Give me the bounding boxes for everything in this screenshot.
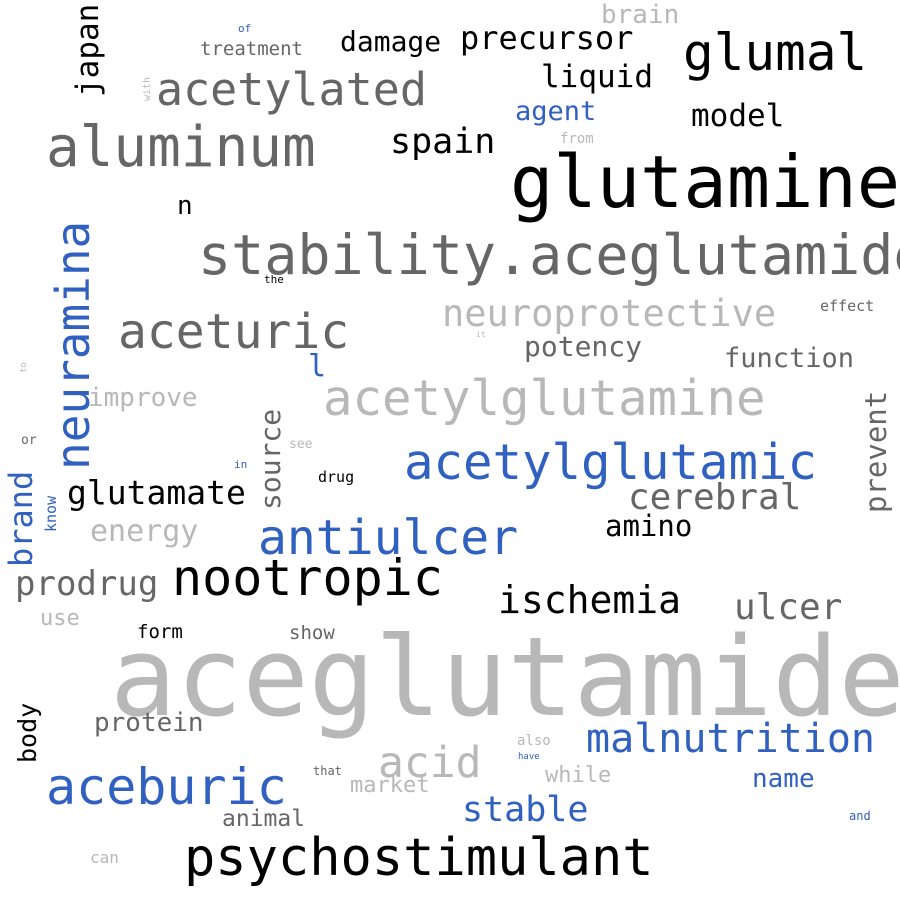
word-and: and [849, 809, 871, 823]
word-aluminum: aluminum [46, 115, 316, 180]
word-prodrug: prodrug [15, 564, 159, 604]
word-that: that [313, 764, 342, 778]
word-with: with [142, 76, 153, 101]
word-aceturic: aceturic [118, 304, 350, 360]
word-l: l [308, 349, 327, 384]
word-acid: acid [378, 738, 482, 788]
word-neuroprotective: neuroprotective [442, 292, 777, 335]
word-market: market [350, 773, 430, 798]
word-precursor: precursor [460, 19, 634, 57]
word-ischemia: ischemia [498, 578, 682, 622]
word-model: model [691, 98, 785, 134]
word-brand: brand [2, 470, 40, 567]
word-acetylated: acetylated [156, 63, 427, 116]
word-malnutrition: malnutrition [586, 716, 875, 762]
word-cerebral: cerebral [628, 477, 802, 518]
word-japan: japan [70, 3, 106, 97]
word-can: can [90, 848, 119, 867]
word-in: in [234, 458, 248, 471]
word-aceburic: aceburic [46, 758, 287, 816]
word-spain: spain [390, 122, 496, 162]
word-ulcer: ulcer [734, 587, 843, 628]
word-it: it [476, 330, 486, 339]
word-n: n [177, 191, 193, 221]
word-the: the [264, 273, 284, 286]
word-also: also [517, 733, 551, 749]
word-amino: amino [605, 509, 693, 543]
word-or: or [21, 433, 37, 448]
word-acetylglutamine: acetylglutamine [323, 370, 766, 427]
word-name: name [752, 764, 815, 794]
word-psychostimulant: psychostimulant [184, 828, 654, 888]
word-damage: damage [340, 25, 442, 58]
word-stability-aceglutamide: stability.aceglutamide [198, 223, 900, 287]
word-of: of [238, 22, 252, 35]
word-animal: animal [222, 806, 306, 832]
word-agent: agent [515, 96, 597, 127]
word-from: from [560, 131, 594, 147]
word-have: have [518, 752, 540, 762]
word-potency: potency [524, 330, 643, 363]
word-brain: brain [601, 0, 680, 30]
word-form: form [137, 621, 183, 643]
word-nootropic: nootropic [172, 549, 443, 607]
word-effect: effect [820, 297, 875, 315]
word-protein: protein [94, 708, 204, 738]
word-show: show [289, 622, 335, 644]
word-antiulcer: antiulcer [258, 510, 519, 566]
word-aceglutamide: aceglutamide [110, 613, 900, 741]
word-glutamine: glutamine [510, 140, 900, 224]
word-source: source [254, 408, 287, 510]
word-prevent: prevent [859, 390, 893, 513]
word-stable: stable [462, 790, 589, 830]
word-see: see [289, 437, 313, 452]
word-function: function [724, 343, 855, 374]
word-glumal: glumal [683, 24, 868, 83]
word-liquid: liquid [541, 59, 653, 95]
word-know: know [42, 495, 60, 532]
word-to: to [19, 362, 29, 373]
word-improve: improve [88, 383, 198, 413]
word-glutamate: glutamate [67, 473, 246, 512]
word-use: use [40, 606, 80, 631]
word-drug: drug [318, 468, 355, 486]
word-while: while [545, 763, 612, 788]
word-energy: energy [90, 514, 199, 549]
word-treatment: treatment [200, 38, 303, 60]
word-acetylglutamic: acetylglutamic [404, 434, 818, 491]
word-body: body [13, 702, 42, 763]
word-neuramina: neuramina [46, 220, 100, 470]
